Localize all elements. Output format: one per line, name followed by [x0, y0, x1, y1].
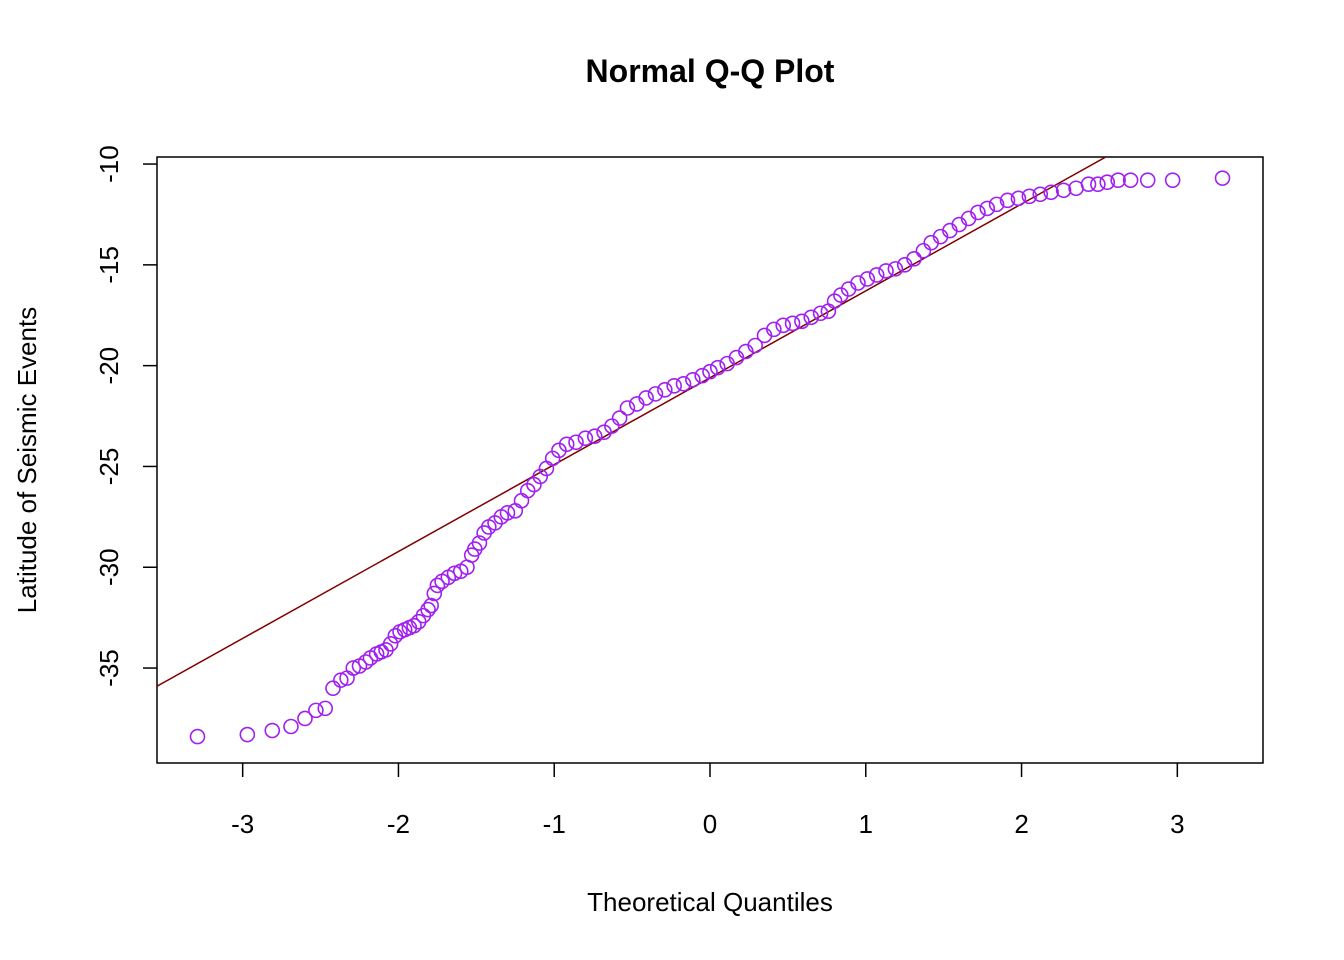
- point: [264, 722, 281, 739]
- point: [702, 363, 718, 380]
- x-tick-label: 1: [859, 809, 873, 839]
- point: [1090, 176, 1106, 193]
- x-tick-label: 3: [1170, 809, 1184, 839]
- point: [1110, 172, 1126, 188]
- point: [611, 410, 628, 426]
- point: [1080, 176, 1097, 193]
- point: [647, 386, 664, 402]
- point: [558, 436, 575, 453]
- point: [1214, 170, 1231, 186]
- point: [568, 434, 584, 451]
- point: [1122, 172, 1139, 188]
- point: [420, 601, 436, 618]
- x-tick-label: -2: [387, 809, 410, 839]
- point: [189, 728, 206, 745]
- point: [685, 371, 701, 388]
- point: [1010, 190, 1027, 207]
- point: [709, 359, 726, 376]
- point: [1032, 186, 1049, 203]
- x-tick-label: 2: [1014, 809, 1028, 839]
- point: [423, 597, 439, 614]
- point: [657, 382, 673, 398]
- point: [868, 267, 885, 283]
- x-tick-label: -3: [231, 809, 254, 839]
- point: [345, 660, 362, 676]
- point: [239, 726, 256, 743]
- point: [596, 424, 612, 440]
- point: [999, 192, 1016, 209]
- point: [970, 204, 986, 221]
- point: [551, 442, 567, 459]
- point: [357, 654, 374, 670]
- point: [694, 367, 711, 384]
- reference-line: [157, 157, 1108, 687]
- point: [1043, 184, 1059, 201]
- point: [775, 317, 792, 334]
- point: [675, 375, 692, 392]
- point: [794, 313, 810, 330]
- point: [297, 710, 313, 727]
- point: [507, 503, 524, 519]
- point: [382, 636, 399, 652]
- point: [833, 287, 849, 303]
- point: [619, 400, 636, 416]
- point: [803, 309, 820, 326]
- point: [638, 390, 654, 406]
- point: [766, 321, 782, 338]
- point: [747, 337, 763, 354]
- point: [513, 492, 530, 509]
- point: [1164, 172, 1181, 188]
- point: [429, 577, 446, 594]
- point: [1021, 188, 1038, 205]
- point: [784, 315, 801, 332]
- x-tick-label: 0: [703, 809, 717, 839]
- y-tick-label: -15: [94, 246, 124, 284]
- point: [577, 430, 594, 447]
- y-tick-label: -20: [94, 347, 124, 385]
- x-axis-label: Theoretical Quantiles: [587, 887, 833, 917]
- y-tick-label: -10: [94, 145, 124, 183]
- plot-area: [157, 157, 1231, 745]
- point: [499, 505, 516, 521]
- point: [604, 418, 620, 434]
- point: [1055, 182, 1072, 199]
- point: [878, 263, 894, 279]
- point: [325, 680, 341, 697]
- point: [850, 275, 866, 291]
- point: [283, 718, 299, 735]
- y-axis-label: Latitude of Seismic Events: [12, 307, 42, 613]
- point: [1139, 172, 1156, 188]
- point: [333, 672, 349, 688]
- point: [666, 378, 682, 394]
- point: [426, 585, 443, 602]
- point: [906, 251, 922, 267]
- point: [471, 535, 488, 551]
- point: [446, 565, 463, 582]
- point: [812, 305, 829, 322]
- plot-frame: [156, 156, 1264, 764]
- y-tick-label: -35: [94, 649, 124, 687]
- point: [988, 196, 1005, 213]
- point: [1099, 174, 1116, 190]
- point: [406, 617, 422, 634]
- point: [887, 261, 904, 277]
- chart-title: Normal Q-Q Plot: [586, 53, 835, 89]
- point: [308, 702, 324, 719]
- point: [317, 700, 334, 717]
- point: [979, 200, 996, 217]
- point: [586, 428, 603, 445]
- y-tick-label: -25: [94, 448, 124, 486]
- point: [915, 242, 932, 259]
- x-tick-label: -1: [543, 809, 566, 839]
- point: [859, 271, 876, 287]
- y-tick-label: -30: [94, 548, 124, 586]
